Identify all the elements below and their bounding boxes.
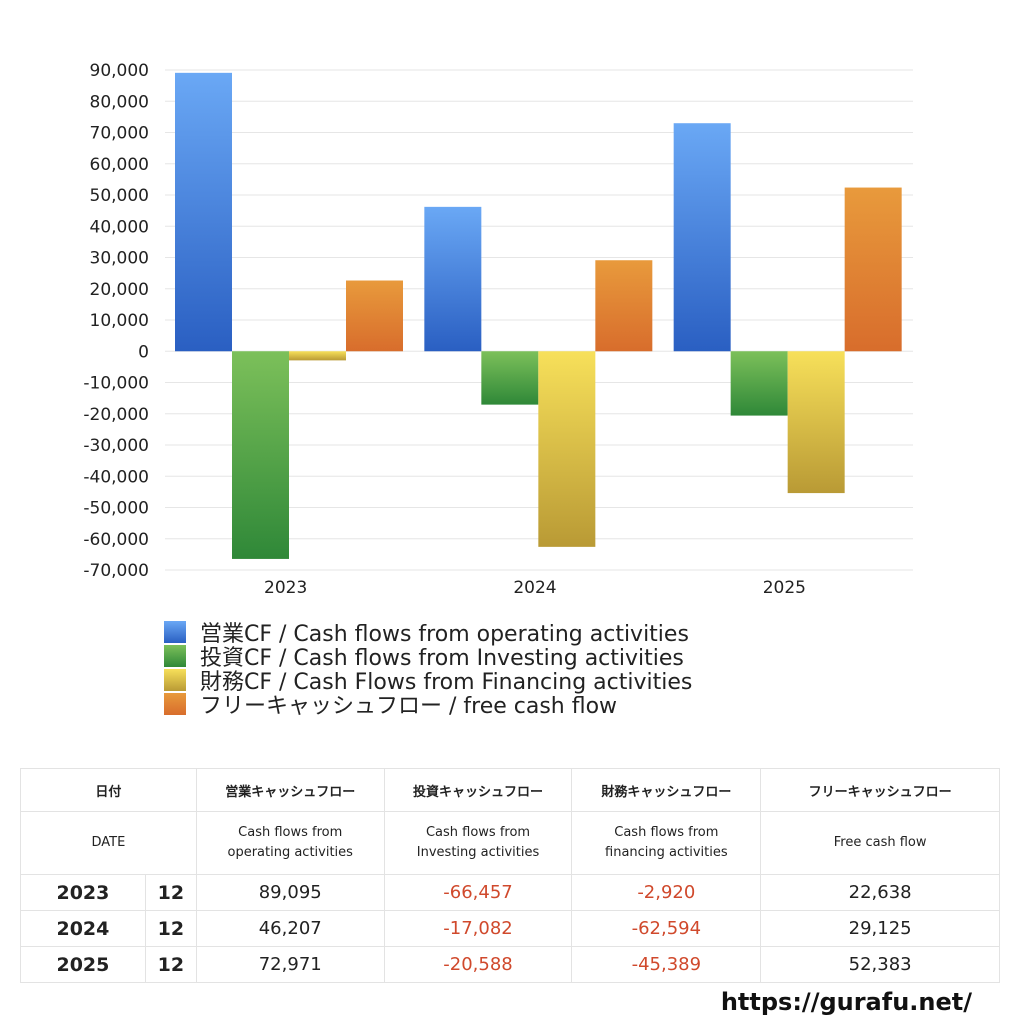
row-investing: -20,588	[383, 946, 573, 983]
row-month: 12	[144, 874, 197, 911]
y-tick-label: -10,000	[83, 374, 149, 394]
cash-flow-table: 日付 営業キャッシュフロー 投資キャッシュフロー 財務キャッシュフロー フリーキ…	[20, 768, 1000, 983]
row-month: 12	[144, 910, 197, 947]
table-row: 2023 12 89,095 -66,457 -2,920 22,638	[20, 874, 1000, 911]
source-url[interactable]: https://gurafu.net/	[720, 988, 972, 1016]
legend-swatch-financing	[164, 669, 186, 691]
y-tick-label: 80,000	[90, 92, 149, 112]
bar-financing-2023	[289, 351, 346, 361]
table-header-jp: 日付 営業キャッシュフロー 投資キャッシュフロー 財務キャッシュフロー フリーキ…	[20, 768, 1000, 812]
header-investing-jp: 投資キャッシュフロー	[383, 768, 573, 812]
table-row: 2024 12 46,207 -17,082 -62,594 29,125	[20, 910, 1000, 947]
row-operating: 46,207	[195, 910, 385, 947]
bar-free-cash-flow-2024	[595, 260, 653, 352]
header-date-jp: 日付	[20, 768, 197, 812]
row-financing: -2,920	[571, 874, 762, 911]
row-investing: -66,457	[383, 874, 573, 911]
header-financing-jp: 財務キャッシュフロー	[571, 768, 762, 812]
y-tick-label: -70,000	[83, 561, 149, 581]
y-tick-label: 30,000	[90, 249, 149, 269]
legend-label-financing: 財務CF / Cash Flows from Financing activit…	[200, 670, 693, 695]
legend-swatch-operating	[164, 621, 186, 643]
header-fcf-en: Free cash flow	[760, 811, 1000, 875]
legend-label-investing: 投資CF / Cash flows from Investing activit…	[200, 646, 684, 671]
row-year: 2025	[20, 946, 146, 983]
header-operating-jp: 営業キャッシュフロー	[195, 768, 385, 812]
bar-financing-2025	[787, 351, 845, 494]
header-fcf-jp: フリーキャッシュフロー	[760, 768, 1000, 812]
table-header-en: DATE Cash flows from operating activities…	[20, 811, 1000, 875]
header-financing-en: Cash flows from financing activities	[571, 811, 762, 875]
legend-item-financing: 財務CF / Cash Flows from Financing activit…	[164, 668, 692, 695]
y-tick-label: 40,000	[90, 217, 149, 237]
y-tick-label: 90,000	[90, 61, 149, 81]
y-tick-label: -60,000	[83, 530, 149, 550]
row-financing: -45,389	[571, 946, 762, 983]
row-investing: -17,082	[383, 910, 573, 947]
row-operating: 72,971	[195, 946, 385, 983]
x-tick-label: 2023	[264, 578, 307, 598]
y-tick-label: -20,000	[83, 405, 149, 425]
chart-legend: 営業CF / Cash flows from operating activit…	[164, 620, 692, 719]
y-tick-label: -30,000	[83, 436, 149, 456]
y-tick-label: -40,000	[83, 467, 149, 487]
legend-swatch-investing	[164, 645, 186, 667]
legend-label-operating: 営業CF / Cash flows from operating activit…	[200, 622, 689, 647]
bar-operating-2023	[175, 72, 232, 352]
row-operating: 89,095	[195, 874, 385, 911]
bar-free-cash-flow-2023	[346, 280, 403, 352]
row-fcf: 52,383	[760, 946, 1000, 983]
bar-investing-2023	[232, 351, 289, 559]
y-tick-label: 60,000	[90, 155, 149, 175]
row-year: 2023	[20, 874, 146, 911]
y-tick-label: 20,000	[90, 280, 149, 300]
legend-item-operating: 営業CF / Cash flows from operating activit…	[164, 620, 692, 647]
bar-investing-2025	[730, 351, 788, 416]
row-fcf: 29,125	[760, 910, 1000, 947]
y-tick-label: -50,000	[83, 499, 149, 519]
x-tick-label: 2025	[763, 578, 806, 598]
y-tick-label: 0	[138, 342, 149, 362]
y-tick-label: 10,000	[90, 311, 149, 331]
row-month: 12	[144, 946, 197, 983]
row-financing: -62,594	[571, 910, 762, 947]
table-row: 2025 12 72,971 -20,588 -45,389 52,383	[20, 946, 1000, 983]
bar-investing-2024	[481, 351, 539, 405]
header-date-en: DATE	[20, 811, 197, 875]
legend-swatch-free-cash-flow	[164, 693, 186, 715]
header-investing-en: Cash flows from Investing activities	[383, 811, 573, 875]
legend-item-free-cash-flow: フリーキャッシュフロー / free cash flow	[164, 692, 692, 719]
header-operating-en: Cash flows from operating activities	[195, 811, 385, 875]
bar-operating-2024	[424, 206, 482, 352]
legend-item-investing: 投資CF / Cash flows from Investing activit…	[164, 644, 692, 671]
bar-chart: 90,000 80,000 70,000 60,000 50,000 40,000 30,0…	[83, 61, 913, 598]
x-tick-label: 2024	[513, 578, 556, 598]
legend-label-free-cash-flow: フリーキャッシュフロー / free cash flow	[200, 694, 618, 719]
row-year: 2024	[20, 910, 146, 947]
bar-financing-2024	[538, 351, 596, 547]
bar-free-cash-flow-2025	[844, 187, 902, 352]
y-tick-label: 50,000	[90, 186, 149, 206]
row-fcf: 22,638	[760, 874, 1000, 911]
bar-operating-2025	[673, 123, 731, 352]
y-tick-label: 70,000	[90, 124, 149, 144]
